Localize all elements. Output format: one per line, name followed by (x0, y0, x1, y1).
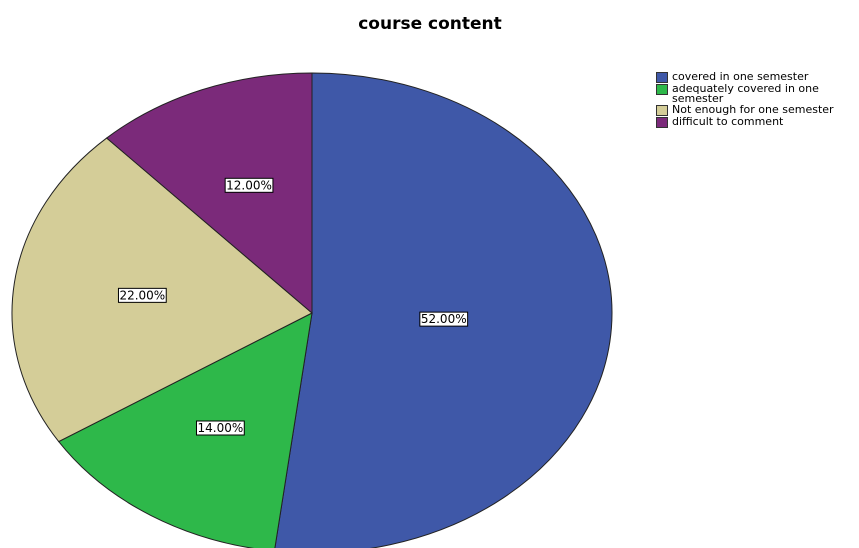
legend-swatch (656, 105, 668, 116)
legend-item: adequately covered in one semester (656, 82, 856, 105)
data-label: 12.00% (226, 178, 272, 192)
legend-item: covered in one semester (656, 70, 856, 83)
legend-label: adequately covered in one semester (672, 82, 819, 105)
data-label-box (117, 287, 167, 303)
data-label: 52.00% (421, 312, 467, 326)
legend: covered in one semester adequately covere… (656, 70, 856, 129)
data-label-box (195, 420, 245, 436)
pie-slice (105, 72, 313, 315)
legend-swatch (656, 117, 668, 128)
legend-swatch (656, 84, 668, 95)
chart-title: course content (358, 14, 502, 34)
legend-item: difficult to comment (656, 115, 856, 128)
legend-label: difficult to comment (672, 115, 784, 128)
data-label: 14.00% (197, 421, 243, 435)
data-label-box (419, 311, 469, 327)
pie-slice (274, 72, 613, 548)
legend-label: covered in one semester (672, 70, 809, 83)
legend-swatch (656, 72, 668, 83)
data-label: 22.00% (119, 288, 165, 302)
legend-label: Not enough for one semester (672, 103, 834, 116)
data-label-box (224, 177, 274, 193)
legend-item: Not enough for one semester (656, 103, 856, 116)
